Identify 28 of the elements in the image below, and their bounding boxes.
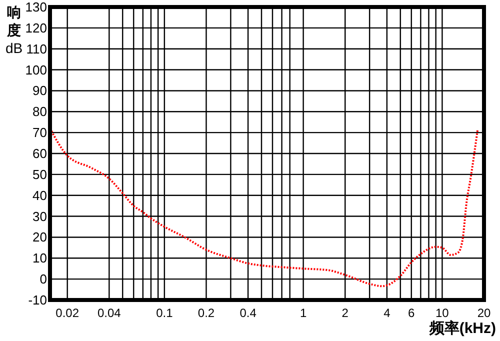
x-tick-label: 2: [342, 306, 349, 320]
x-tick-label: 0.1: [156, 306, 174, 320]
y-tick-label: 40: [32, 188, 47, 203]
y-tick-label: 20: [32, 230, 47, 245]
y-tick-label: 60: [32, 146, 47, 161]
y-tick-label: 130: [25, 0, 47, 14]
y-tick-label: 0: [40, 272, 47, 287]
y-tick-label: 100: [25, 62, 47, 78]
x-tick-label: 4: [384, 306, 391, 320]
y-tick-label: 80: [32, 104, 47, 120]
y-tick-label: 110: [26, 41, 47, 56]
x-tick-label: 0.4: [240, 306, 257, 320]
x-axis-title: 频率(kHz): [428, 319, 496, 337]
y-tick-label: 30: [32, 208, 47, 224]
x-tick-label: 6: [408, 306, 416, 320]
x-tick-label: 0.02: [56, 306, 80, 320]
x-tick-label: 1: [300, 306, 307, 320]
y-axis-title: 响度 dB: [5, 4, 23, 56]
x-tick-label: 0.2: [198, 306, 215, 320]
y-tick-label: 90: [32, 83, 47, 98]
y-tick-label: 50: [32, 166, 47, 182]
x-tick-label: 20: [477, 306, 491, 320]
y-tick-label: 70: [32, 125, 47, 140]
x-tick-label: 10: [436, 306, 450, 320]
y-tick-label: 120: [25, 20, 47, 36]
x-tick-label: 0.04: [97, 306, 122, 320]
y-tick-label: 10: [32, 250, 47, 266]
y-tick-label: -10: [28, 292, 47, 308]
